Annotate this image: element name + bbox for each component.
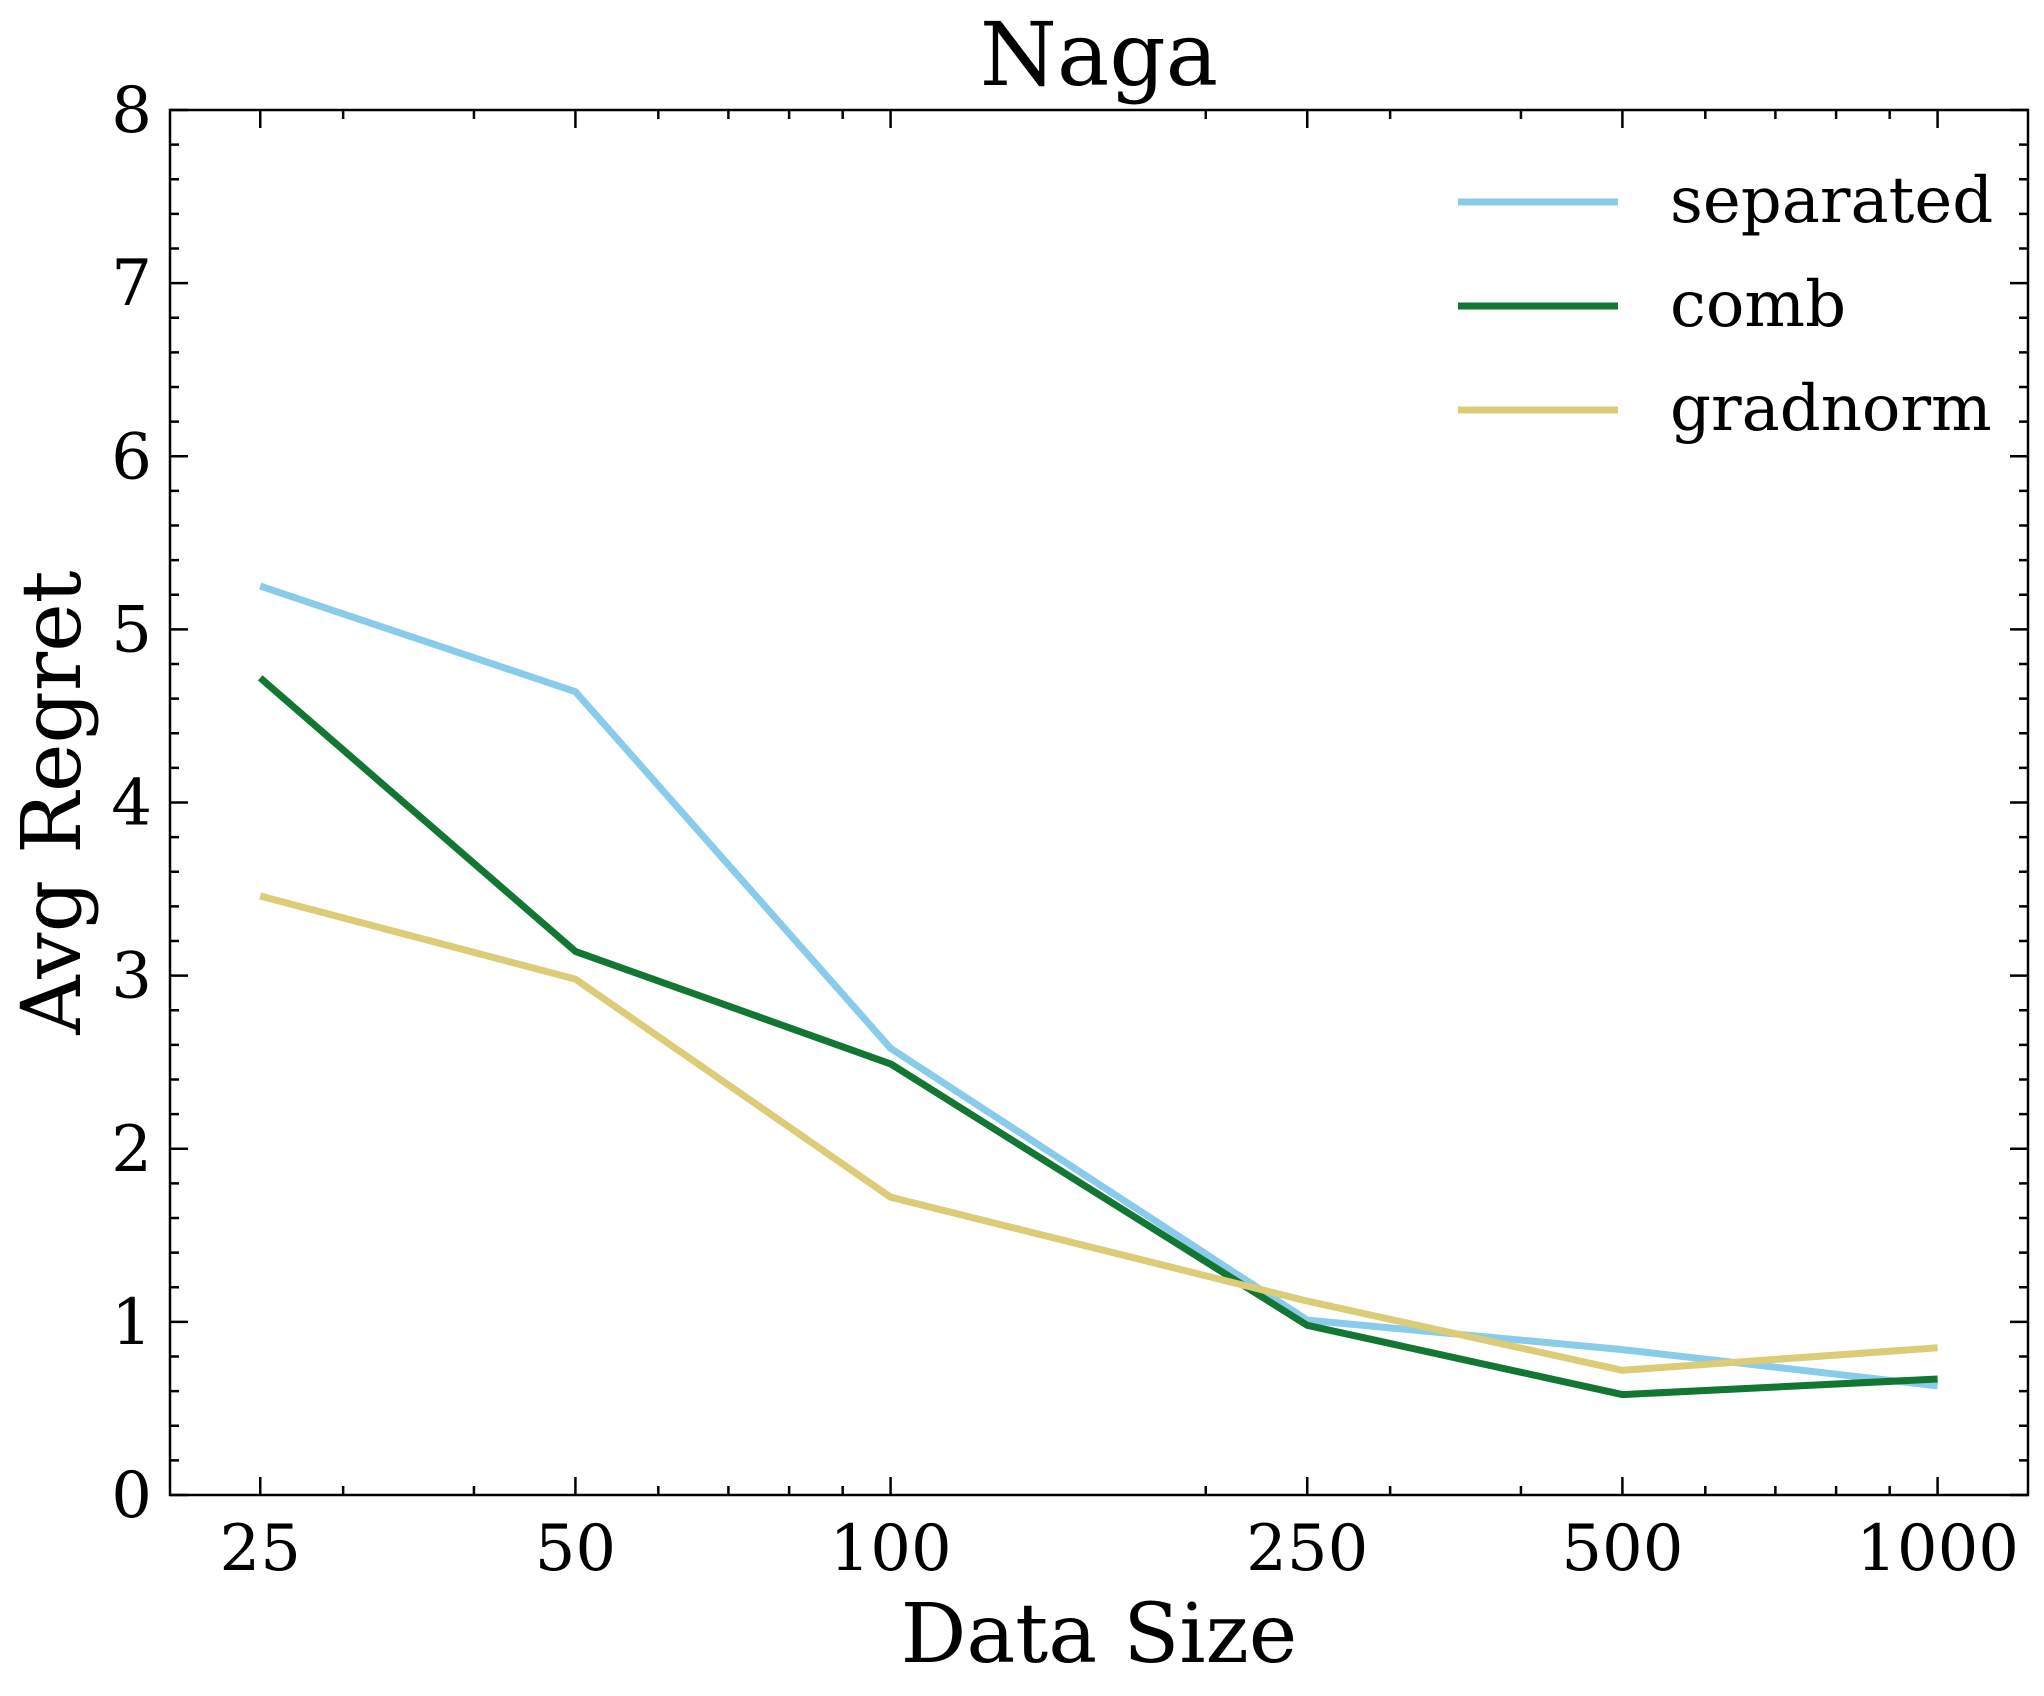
y-tick-label: 3 — [111, 940, 152, 1014]
y-tick-label: 4 — [111, 767, 152, 841]
y-tick-label: 5 — [111, 593, 152, 667]
legend-label-comb: comb — [1670, 268, 1846, 342]
series-line-separated — [259, 582, 1939, 1390]
x-tick-label: 500 — [1561, 1512, 1683, 1586]
y-tick-label: 1 — [111, 1286, 152, 1360]
x-tick-label: 50 — [535, 1512, 616, 1586]
series-line-gradnorm — [259, 892, 1938, 1374]
axis-ticks: 0 1 2 3 4 5 6 7 8 25 50 100 250 500 1000 — [111, 74, 2028, 1586]
x-tick-label: 25 — [220, 1512, 301, 1586]
x-tick-label: 100 — [830, 1512, 952, 1586]
x-axis-label: Data Size — [901, 1587, 1298, 1682]
y-tick-label: 0 — [111, 1459, 152, 1533]
y-tick-label: 2 — [111, 1113, 152, 1187]
plot-frame — [168, 108, 2030, 1497]
y-tick-label: 8 — [111, 74, 152, 148]
legend: separated comb gradnorm — [1458, 164, 1993, 446]
y-tick-label: 7 — [111, 247, 152, 321]
y-axis-label: Avg Regret — [5, 570, 100, 1035]
series-line-comb — [257, 675, 1938, 1399]
x-tick-label: 1000 — [1856, 1512, 2019, 1586]
legend-label-gradnorm: gradnorm — [1670, 372, 1992, 446]
chart-title: Naga — [980, 3, 1218, 106]
y-tick-label: 6 — [111, 420, 152, 494]
legend-label-separated: separated — [1670, 164, 1993, 238]
x-tick-label: 250 — [1246, 1512, 1368, 1586]
series-lines — [257, 582, 1939, 1399]
